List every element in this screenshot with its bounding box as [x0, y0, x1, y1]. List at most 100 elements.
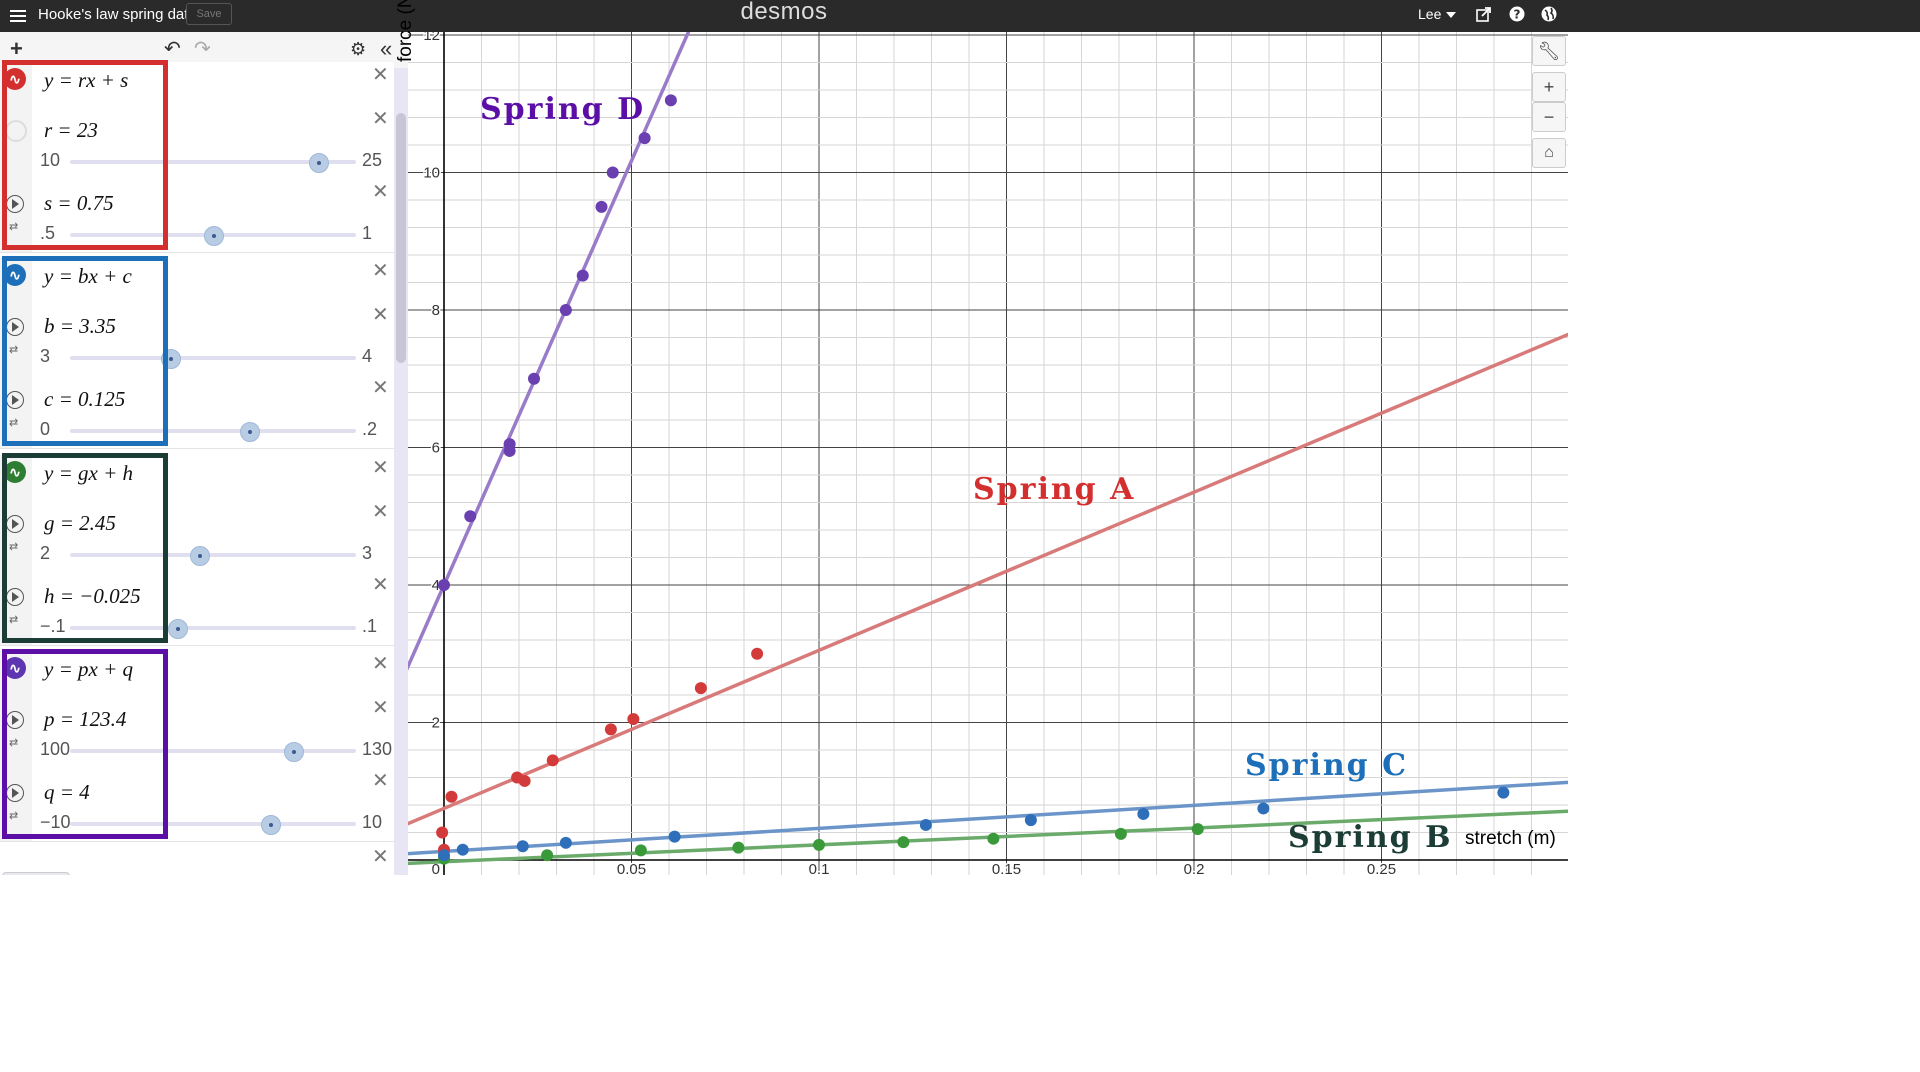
slider-min[interactable]: 100 — [40, 739, 71, 759]
slider-track[interactable] — [70, 749, 356, 753]
scrollbar-thumb[interactable] — [396, 113, 406, 363]
menu-icon[interactable] — [10, 7, 26, 25]
slider-max[interactable]: .1 — [362, 616, 378, 636]
gear-icon[interactable]: ⚙ — [350, 39, 367, 59]
graph-toggle-icon[interactable]: ∿ — [4, 657, 26, 679]
graph-toggle-icon[interactable]: ∿ — [4, 264, 26, 286]
expression-row[interactable]: ∿ y = rx + s ✕ — [0, 62, 394, 107]
slider-min[interactable]: .5 — [40, 223, 56, 243]
delete-icon[interactable]: ✕ — [372, 64, 389, 86]
delete-icon[interactable]: ✕ — [372, 697, 389, 719]
loop-icon[interactable]: ⇄ — [9, 417, 19, 429]
play-icon[interactable] — [6, 711, 24, 729]
slider-equation[interactable]: q = 4 — [44, 780, 90, 804]
slider-row[interactable]: ⇄ c = 0.125 ✕ 0 .2 — [0, 375, 394, 449]
zoom-in-button[interactable]: + — [1532, 72, 1566, 102]
delete-icon[interactable]: ✕ — [372, 653, 389, 675]
equation-text[interactable]: y = gx + h — [44, 461, 133, 485]
slider-row[interactable]: r = 23 ✕ 10 25 — [0, 106, 394, 180]
redo-icon[interactable]: ↷ — [194, 38, 211, 60]
delete-icon[interactable]: ✕ — [372, 770, 389, 792]
play-icon[interactable] — [6, 195, 24, 213]
loop-icon[interactable]: ⇄ — [9, 541, 19, 553]
slider-equation[interactable]: g = 2.45 — [44, 511, 116, 535]
delete-icon[interactable]: ✕ — [372, 501, 389, 523]
delete-icon[interactable]: ✕ — [372, 108, 389, 130]
slider-row[interactable]: ⇄ p = 123.4 ✕ 100 130 — [0, 695, 394, 769]
slider-row[interactable]: ⇄ g = 2.45 ✕ 2 3 — [0, 499, 394, 573]
slider-handle[interactable] — [284, 742, 305, 762]
home-icon[interactable]: ⌂ — [1532, 138, 1566, 168]
slider-track[interactable] — [70, 356, 356, 360]
keyboard-toggle[interactable] — [2, 872, 70, 875]
slider-handle[interactable] — [308, 153, 329, 173]
slider-equation[interactable]: b = 3.35 — [44, 314, 116, 338]
slider-handle[interactable] — [189, 546, 210, 566]
delete-icon[interactable]: ✕ — [372, 304, 389, 326]
slider-track[interactable] — [70, 160, 356, 164]
zoom-out-button[interactable]: − — [1532, 102, 1566, 132]
slider-min[interactable]: 10 — [40, 150, 61, 170]
add-icon[interactable]: + — [10, 36, 23, 61]
slider-track[interactable] — [70, 553, 356, 557]
slider-min[interactable]: 3 — [40, 346, 51, 366]
equation-text[interactable]: y = rx + s — [44, 68, 129, 92]
slider-max[interactable]: 10 — [362, 812, 383, 832]
delete-icon[interactable]: ✕ — [372, 181, 389, 203]
globe-icon[interactable] — [1541, 6, 1557, 22]
slider-min[interactable]: 2 — [40, 543, 51, 563]
delete-icon[interactable]: ✕ — [372, 260, 389, 282]
loop-icon[interactable]: ⇄ — [9, 614, 19, 626]
play-icon[interactable] — [6, 515, 24, 533]
equation-text[interactable]: y = px + q — [44, 657, 133, 681]
slider-max[interactable]: 25 — [362, 150, 383, 170]
equation-text[interactable]: y = bx + c — [44, 264, 132, 288]
delete-icon[interactable]: ✕ — [372, 457, 389, 479]
play-icon[interactable] — [6, 318, 24, 336]
scrollbar[interactable] — [394, 68, 408, 875]
slider-equation[interactable]: s = 0.75 — [44, 191, 114, 215]
play-icon[interactable] — [6, 784, 24, 802]
slider-handle[interactable] — [261, 815, 282, 835]
loop-icon[interactable]: ⇄ — [9, 810, 19, 822]
slider-handle[interactable] — [161, 349, 182, 369]
document-title[interactable]: Hooke's law spring data — [38, 6, 197, 23]
chevron-down-icon[interactable] — [1446, 12, 1456, 18]
slider-max[interactable]: 130 — [362, 739, 393, 759]
expression-row[interactable]: ∿ y = bx + c ✕ — [0, 258, 394, 303]
save-button[interactable]: Save — [186, 3, 232, 25]
slider-equation[interactable]: p = 123.4 — [44, 707, 127, 731]
loop-icon[interactable]: ⇄ — [9, 344, 19, 356]
slider-equation[interactable]: c = 0.125 — [44, 387, 126, 411]
slider-min[interactable]: −10 — [40, 812, 71, 832]
play-icon[interactable] — [6, 588, 24, 606]
loop-icon[interactable]: ⇄ — [9, 737, 19, 749]
delete-icon[interactable]: ✕ — [372, 377, 389, 399]
slider-min[interactable]: −.1 — [40, 616, 66, 636]
hidden-point-icon[interactable] — [5, 120, 27, 142]
slider-handle[interactable] — [204, 226, 224, 246]
expression-row[interactable]: ∿ y = px + q ✕ — [0, 651, 394, 696]
user-menu[interactable]: Lee — [1418, 6, 1442, 22]
slider-handle[interactable] — [168, 619, 189, 639]
slider-row[interactable]: ⇄ q = 4 ✕ −10 10 — [0, 768, 394, 842]
help-icon[interactable]: ? — [1509, 6, 1525, 22]
loop-icon[interactable]: ⇄ — [9, 221, 19, 233]
slider-handle[interactable] — [239, 422, 260, 442]
slider-equation[interactable]: r = 23 — [44, 118, 98, 142]
delete-icon[interactable]: ✕ — [372, 846, 389, 868]
slider-max[interactable]: .2 — [362, 419, 378, 439]
delete-icon[interactable]: ✕ — [372, 574, 389, 596]
graph-canvas[interactable]: 0.05 0.1 0.15 0.2 0.25 2 4 6 8 10 12 0 — [408, 32, 1568, 875]
undo-icon[interactable]: ↶ — [164, 38, 181, 60]
play-icon[interactable] — [6, 391, 24, 409]
slider-min[interactable]: 0 — [40, 419, 51, 439]
expression-row[interactable]: ∿ y = gx + h ✕ — [0, 455, 394, 500]
graph-toggle-icon[interactable]: ∿ — [4, 68, 26, 90]
slider-row[interactable]: ⇄ s = 0.75 ✕ .5 1 — [0, 179, 394, 253]
slider-track[interactable] — [70, 626, 356, 630]
slider-row[interactable]: ⇄ h = −0.025 ✕ −.1 .1 — [0, 572, 394, 646]
slider-track[interactable] — [70, 822, 356, 826]
share-icon[interactable] — [1476, 6, 1492, 22]
slider-max[interactable]: 1 — [362, 223, 373, 243]
